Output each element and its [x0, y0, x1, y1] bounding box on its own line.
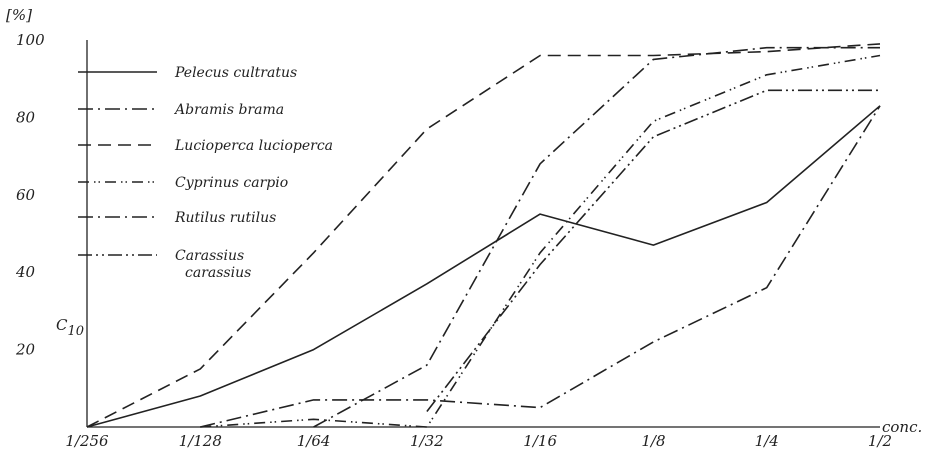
x-tick-label-1-2: 1/2 — [868, 432, 892, 450]
legend: Pelecus cultratus Abramis brama Lucioperca… — [78, 65, 333, 281]
x-tick-label-1-4: 1/4 — [755, 432, 779, 450]
series-line-abramis-brama — [313, 46, 880, 428]
x-tick-label-1-32: 1/32 — [410, 432, 444, 450]
legend-label-cyprinus-carpio: Cyprinus carpio — [175, 175, 288, 191]
axes — [86, 40, 880, 428]
x-tick-label-1-8: 1/8 — [641, 432, 665, 450]
legend-label-line: Carassius — [175, 248, 244, 264]
series-line-lucioperca-lucioperca — [86, 43, 881, 428]
y-tick-labels: 20 40 60 80 100 — [15, 31, 45, 359]
c10-annotation: C10 — [56, 316, 84, 339]
x-tick-labels: 1/256 1/128 1/64 1/32 1/16 1/8 1/4 1/2 — [65, 432, 892, 450]
c10-annotation-main: C — [56, 316, 68, 334]
y-tick-label-60: 60 — [16, 186, 36, 204]
y-axis-label: [%] — [6, 6, 32, 24]
x-tick-label-1-256: 1/256 — [65, 432, 109, 450]
series-lines — [86, 43, 881, 428]
legend-label-rutilus-rutilus: Rutilus rutilus — [174, 210, 276, 226]
x-tick-label-1-16: 1/16 — [523, 432, 557, 450]
legend-label-abramis-brama: Abramis brama — [173, 102, 284, 118]
legend-label-lucioperca-lucioperca: Lucioperca lucioperca — [174, 138, 333, 154]
legend-label-carassius-carassius: Carassius carassius — [175, 248, 251, 281]
series-line-pelecus-cultratus — [86, 105, 881, 428]
x-tick-label-1-64: 1/64 — [297, 432, 331, 450]
y-tick-label-40: 40 — [15, 263, 36, 281]
series-line-carassius-carassius — [426, 89, 880, 412]
series-line-rutilus-rutilus — [200, 105, 881, 428]
x-axis-label: conc. — [882, 418, 922, 436]
legend-label-pelecus-cultratus: Pelecus cultratus — [174, 65, 297, 81]
series-line-cyprinus-carpio — [200, 54, 881, 428]
c10-annotation-sub: 10 — [67, 324, 84, 339]
y-tick-label-80: 80 — [16, 108, 36, 126]
y-tick-label-20: 20 — [15, 341, 36, 359]
legend-label-line: carassius — [185, 265, 251, 281]
x-tick-label-1-128: 1/128 — [179, 432, 222, 450]
y-tick-label-100: 100 — [16, 31, 45, 49]
